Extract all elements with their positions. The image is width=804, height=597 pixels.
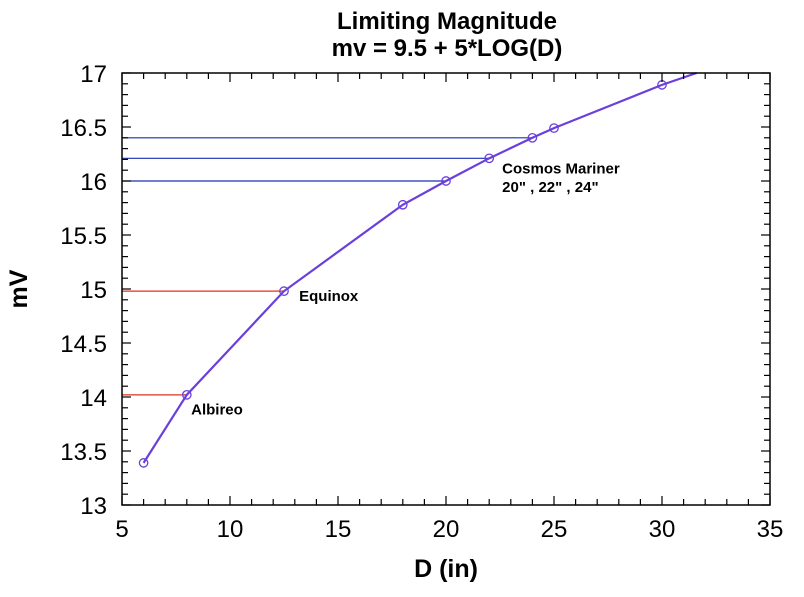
axis-ticks: 5 10 15 20 25 30 35 13 13.5 14 14.5 15 15.5 16 16.5 17 — [60, 61, 783, 543]
x-tick-label: 20 — [433, 516, 460, 543]
x-tick-label: 5 — [115, 516, 128, 543]
x-tick-label: 25 — [541, 516, 568, 543]
y-tick-label: 16 — [80, 169, 107, 196]
x-tick-label: 10 — [217, 516, 244, 543]
y-tick-label: 14.5 — [60, 331, 107, 358]
x-tick-label: 35 — [757, 516, 784, 543]
y-tick-label: 13.5 — [60, 439, 107, 466]
annotation-label: Cosmos Mariner — [502, 160, 620, 177]
data-point — [138, 458, 149, 468]
data-point — [527, 132, 538, 143]
x-axis-label: D (in) — [414, 555, 478, 583]
series-line — [142, 71, 697, 464]
data-point — [441, 176, 451, 186]
y-tick-label: 17 — [80, 61, 107, 88]
data-point — [397, 199, 408, 210]
annotation-label: 20" , 22" , 24" — [502, 179, 598, 196]
data-point — [549, 123, 559, 133]
data-point — [279, 286, 289, 297]
chart-title: Limiting Magnitude — [337, 8, 557, 35]
y-axis-label: mV — [5, 269, 33, 308]
y-tick-label: 14 — [80, 385, 107, 412]
annotation-label: Equinox — [299, 288, 359, 305]
y-tick-label: 15.5 — [60, 223, 107, 250]
annotation-label: Albireo — [191, 401, 243, 418]
annotations: Albireo Equinox Cosmos Mariner 20" , 22" , … — [191, 160, 620, 418]
x-tick-label: 15 — [325, 516, 352, 543]
y-tick-label: 15 — [80, 277, 107, 304]
y-tick-label: 13 — [80, 493, 107, 520]
y-tick-label: 16.5 — [60, 115, 107, 142]
data-point — [181, 389, 192, 400]
data-point — [484, 153, 495, 164]
chart-subtitle: mv = 9.5 + 5*LOG(D) — [332, 35, 563, 62]
reference-lines — [122, 137, 533, 396]
x-tick-label: 30 — [649, 516, 676, 543]
